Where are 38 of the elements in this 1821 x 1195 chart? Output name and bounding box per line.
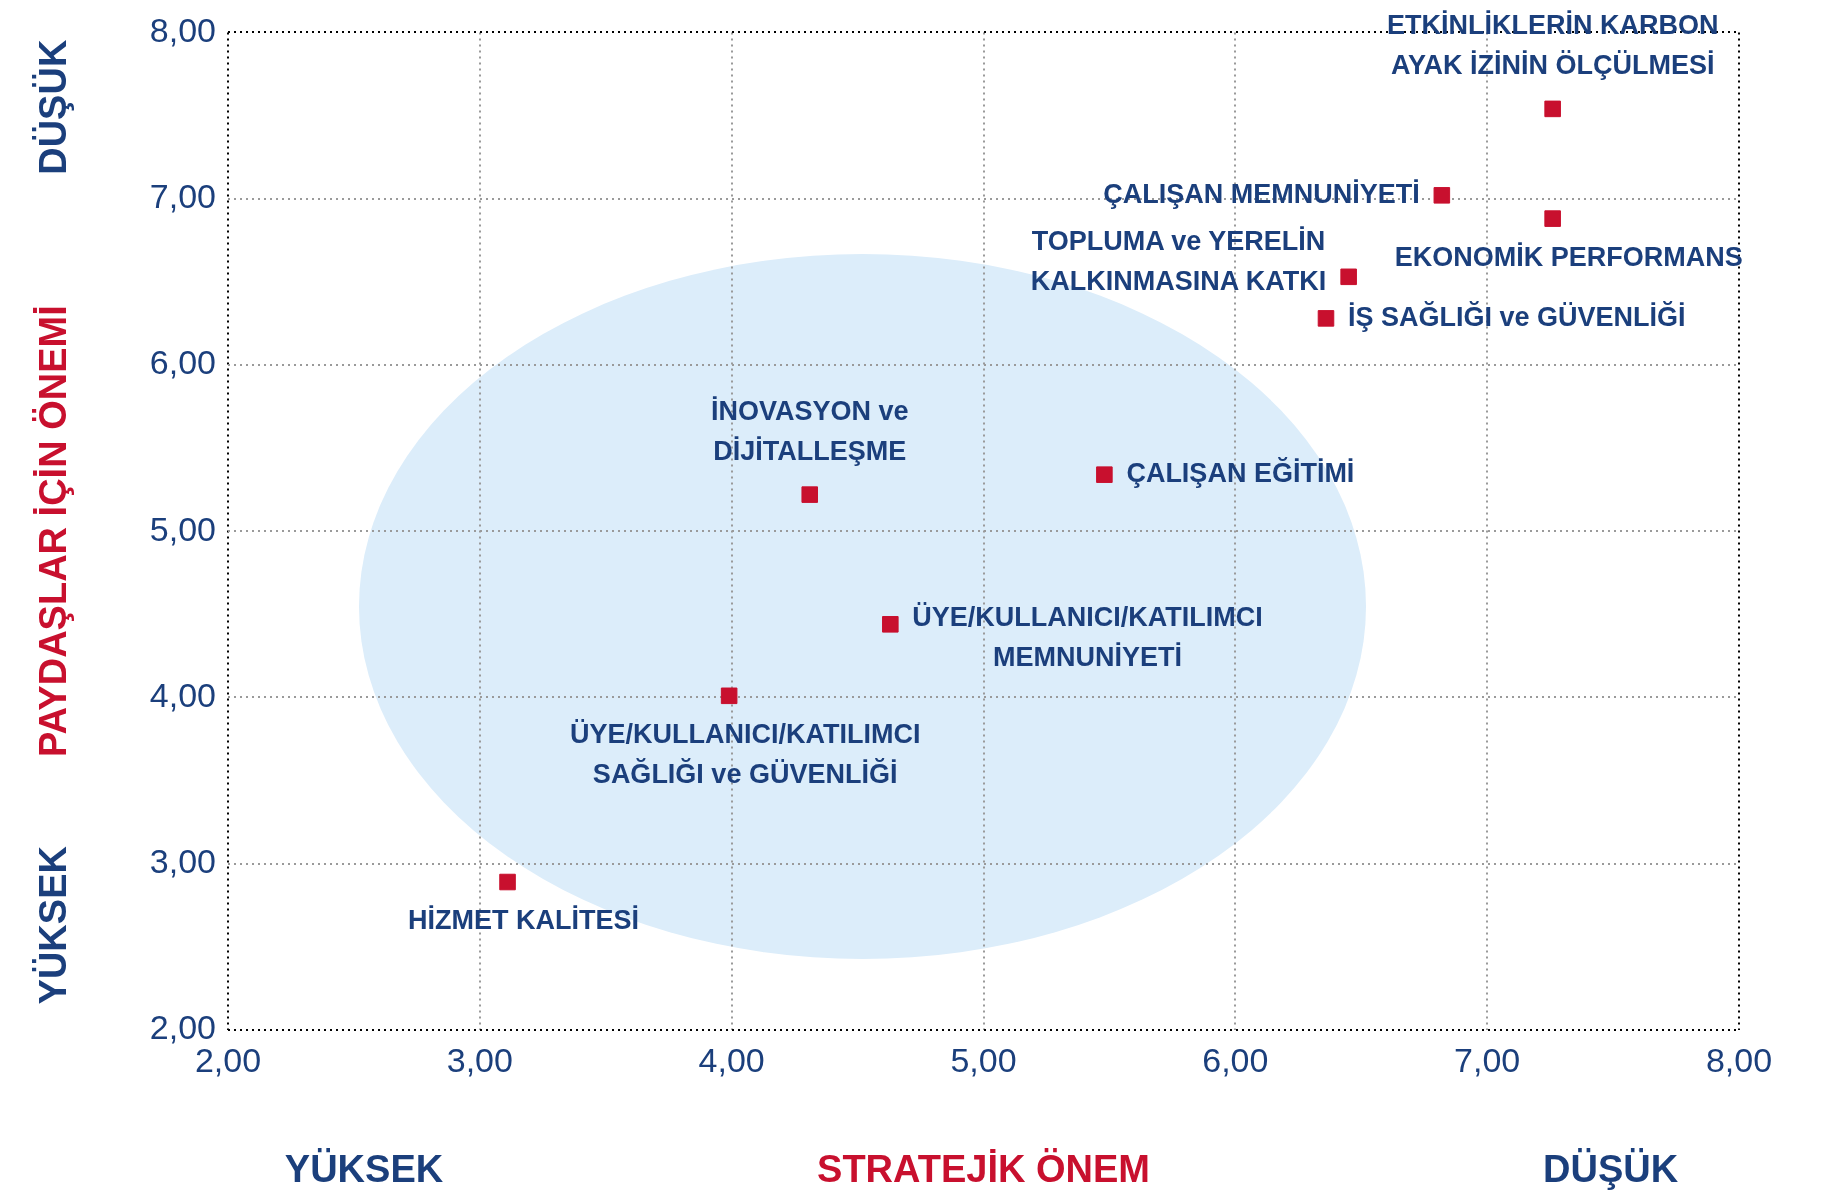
x-tick-label: 4,00 (698, 1040, 765, 1079)
point (1340, 268, 1357, 286)
y-tick-label: 6,00 (149, 343, 216, 382)
x-axis-title: STRATEJİK ÖNEM (817, 1148, 1150, 1191)
series-label: EKONOMİK PERFORMANS (1394, 242, 1743, 273)
series-label: ÇALIŞAN MEMNUNİYETİ (1103, 178, 1420, 209)
y-tick-label: 7,00 (149, 177, 216, 216)
series-label: İŞ SAĞLIĞI ve GÜVENLİĞİ (1347, 300, 1686, 332)
text: İNOVASYON ve DİJİTALLEŞME (710, 396, 909, 467)
x-tick-label: 3,00 (446, 1040, 513, 1079)
point (882, 616, 899, 633)
series-label: HİZMET KALİTESİ (408, 905, 640, 936)
point (1544, 100, 1561, 118)
series-label: ÜYE/KULLANICI/KATILIMCI MEMNUNİYETİ (912, 601, 1263, 672)
x-tick-label: 7,00 (1454, 1040, 1521, 1079)
x-tick-label: 6,00 (1202, 1040, 1269, 1079)
series-label: TOPLUMA ve YERELİN KALKINMASINA KATKI (1030, 226, 1327, 297)
series-label: ÇALIŞAN EĞİTİMİ (1126, 457, 1355, 489)
y-tick-label: 3,00 (149, 842, 216, 881)
point (1096, 466, 1113, 483)
x-tick-label: 5,00 (950, 1040, 1017, 1079)
point (1317, 310, 1335, 327)
x-tick-label: 8,00 (1705, 1040, 1773, 1079)
text: DÜŞÜK (32, 39, 75, 175)
point (720, 687, 738, 705)
y-tick-label: 4,00 (149, 675, 216, 714)
point (801, 486, 819, 503)
point (1433, 187, 1451, 204)
text: DÜŞÜK (1543, 1148, 1679, 1191)
series-label: ÜYE/KULLANICI/KATILIMCI SAĞLIĞI ve GÜVENLİĞİ (569, 719, 921, 790)
y-axis-title: PAYDAŞLAR İÇİN ÖNEMİ (32, 305, 75, 758)
point (1544, 210, 1561, 227)
y-tick-label: 5,00 (149, 509, 216, 548)
point (499, 873, 516, 891)
y-tick-label: 8,00 (149, 10, 216, 49)
text: YÜKSEK (284, 1148, 444, 1191)
text: YÜKSEK (32, 845, 75, 1005)
text: ETKİNLİKLERİN KARBON AYAK İZİNİN ÖLÇÜLMESİ (1386, 10, 1719, 81)
